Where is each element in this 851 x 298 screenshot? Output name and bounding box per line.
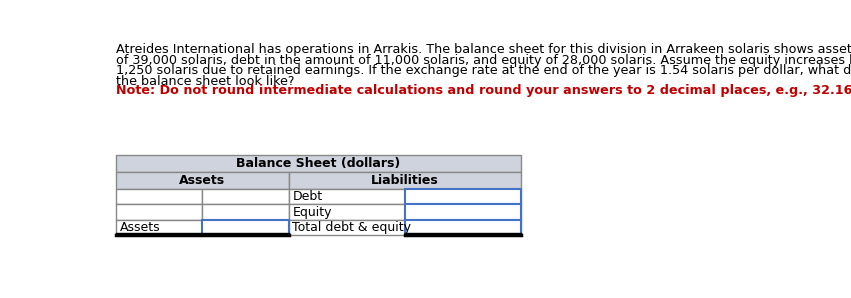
Bar	[405, 189, 521, 204]
Bar	[405, 220, 521, 235]
Bar	[203, 220, 289, 235]
Bar	[405, 204, 521, 220]
Bar	[405, 220, 521, 235]
Bar	[203, 189, 289, 204]
Text: Balance Sheet (dollars): Balance Sheet (dollars)	[237, 157, 401, 170]
Bar	[203, 204, 289, 220]
Bar	[116, 189, 203, 204]
Bar	[116, 155, 521, 172]
Text: Total debt & equity: Total debt & equity	[293, 221, 411, 234]
Text: Assets: Assets	[180, 174, 226, 187]
Text: of 39,000 solaris, debt in the amount of 11,000 solaris, and equity of 28,000 so: of 39,000 solaris, debt in the amount of…	[116, 54, 851, 67]
Text: Assets: Assets	[119, 221, 160, 234]
Bar	[405, 204, 521, 220]
Bar	[289, 204, 405, 220]
Bar	[289, 189, 405, 204]
Text: Debt: Debt	[293, 190, 323, 203]
Bar	[289, 172, 521, 189]
Text: Atreides International has operations in Arrakis. The balance sheet for this div: Atreides International has operations in…	[116, 44, 851, 56]
Bar	[116, 220, 203, 235]
Text: 1,250 solaris due to retained earnings. If the exchange rate at the end of the y: 1,250 solaris due to retained earnings. …	[116, 64, 851, 77]
Text: Note: Do not round intermediate calculations and round your answers to 2 decimal: Note: Do not round intermediate calculat…	[116, 84, 851, 97]
Text: Equity: Equity	[293, 206, 332, 219]
Bar	[289, 220, 405, 235]
Bar	[116, 204, 203, 220]
Bar	[116, 172, 289, 189]
Bar	[405, 189, 521, 204]
Text: Liabilities: Liabilities	[371, 174, 439, 187]
Bar	[203, 220, 289, 235]
Text: the balance sheet look like?: the balance sheet look like?	[116, 74, 294, 88]
